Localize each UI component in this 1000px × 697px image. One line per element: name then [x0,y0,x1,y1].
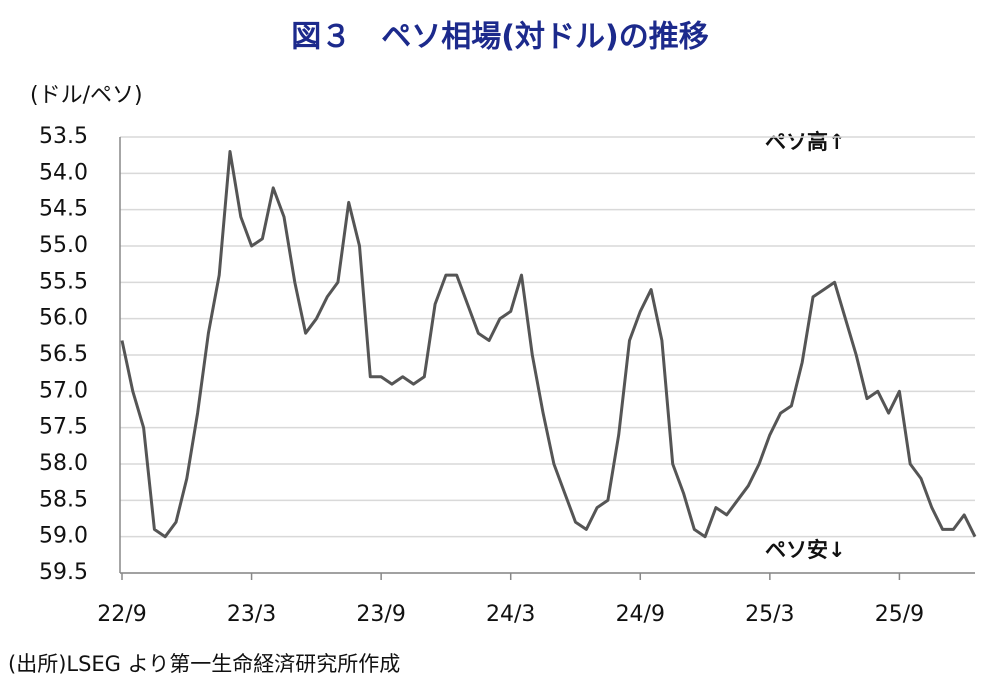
x-tick-label: 23/9 [356,602,405,627]
x-tick-label: 24/3 [486,602,535,627]
annotation: ペソ高↑ [765,130,846,154]
y-tick-label: 53.5 [39,124,88,149]
chart-title: 図３ ペソ相場(対ドル)の推移 [291,20,708,55]
y-tick-label: 54.0 [39,160,88,185]
y-tick-label: 57.0 [39,378,88,403]
x-tick-label: 24/9 [616,602,665,627]
y-tick-label: 55.0 [39,233,88,258]
y-tick-label: 59.0 [39,524,88,549]
y-tick-label: 58.5 [39,487,88,512]
y-axis-label: (ドル/ペソ) [30,83,143,108]
y-tick-label: 57.5 [39,415,88,440]
y-tick-label: 58.0 [39,451,88,476]
y-tick-label: 54.5 [39,197,88,222]
x-tick-label: 25/9 [875,602,924,627]
y-tick-label: 59.5 [39,560,88,585]
data-line [120,150,977,539]
annotation: ペソ安↓ [765,538,846,562]
x-tick-label: 23/3 [227,602,276,627]
y-tick-label: 56.0 [39,306,88,331]
y-tick-label: 56.5 [39,342,88,367]
x-tick-label: 22/9 [97,602,146,627]
x-tick-label: 25/3 [745,602,794,627]
source-note: (出所)LSEG より第一生命経済研究所作成 [8,652,400,676]
y-tick-label: 55.5 [39,269,88,294]
